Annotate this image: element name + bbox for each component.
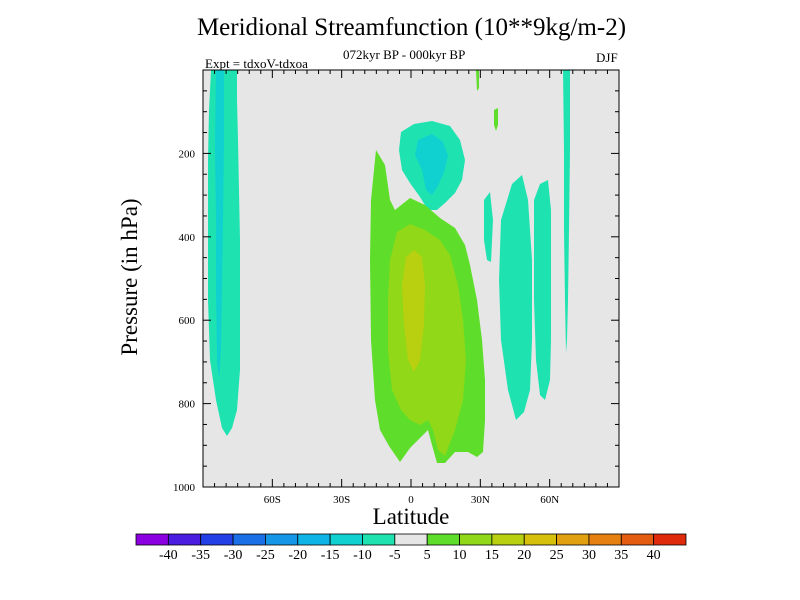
y-axis-title: Pressure (in hPa) <box>117 198 142 355</box>
colorbar-swatch <box>167 533 202 546</box>
colorbar-swatch <box>265 533 299 546</box>
y-tick-label: 400 <box>179 232 196 244</box>
colorbar-labels: -40 -35 -30 -25 -20 -15 -10 -5 5 10 15 20 25 30 35 40 <box>159 548 661 563</box>
colorbar-level-label: -25 <box>256 548 275 563</box>
colorbar <box>135 533 687 546</box>
x-tick-label: 30S <box>333 494 350 506</box>
colorbar-level-label: 35 <box>614 548 628 563</box>
y-tick-label: 800 <box>179 399 196 411</box>
colorbar-swatch <box>329 533 363 546</box>
colorbar-swatch <box>135 533 169 546</box>
colorbar-swatch <box>556 533 590 546</box>
colorbar-swatch <box>620 533 655 546</box>
small-positive-patch-1 <box>476 70 479 91</box>
colorbar-swatch <box>523 533 557 546</box>
y-major-ticks: 200 400 600 800 1000 <box>173 148 619 494</box>
season-label: DJF <box>596 50 618 65</box>
small-positive-patch-2 <box>494 108 498 131</box>
colorbar-swatch <box>297 533 331 546</box>
colorbar-level-label: 30 <box>582 548 596 563</box>
colorbar-level-label: 15 <box>485 548 499 563</box>
colorbar-swatch <box>394 533 428 546</box>
colorbar-level-label: -15 <box>321 548 340 563</box>
colorbar-level-label: -5 <box>389 548 401 563</box>
colorbar-level-label: 20 <box>517 548 531 563</box>
y-tick-label: 1000 <box>173 482 196 494</box>
x-major-ticks: 60S 30S 0 30N 60N <box>264 70 559 506</box>
small-negative-patch <box>484 192 493 262</box>
colorbar-level-label: -30 <box>224 548 243 563</box>
colorbar-swatch <box>232 533 266 546</box>
tropical-positive-core-region <box>402 250 425 372</box>
x-tick-label: 0 <box>408 494 414 506</box>
colorbar-level-label: -35 <box>191 548 210 563</box>
y-minor-ticks <box>203 90 619 467</box>
nh-polar-negative-strip-region <box>563 70 570 353</box>
colorbar-swatch <box>653 533 687 546</box>
colorbar-level-label: 40 <box>647 548 661 563</box>
x-tick-label: 60S <box>264 494 281 506</box>
colorbar-swatch <box>459 533 493 546</box>
x-tick-label: 60N <box>540 494 559 506</box>
colorbar-swatch <box>588 533 622 546</box>
nh-midlat-negative-region <box>499 175 532 420</box>
y-tick-label: 200 <box>179 148 196 160</box>
chart-subtitle: 072kyr BP - 000kyr BP <box>343 47 466 62</box>
x-axis-title: Latitude <box>373 504 450 529</box>
chart-title: Meridional Streamfunction (10**9kg/m-2) <box>196 14 627 41</box>
sh-inner-band-region <box>215 70 224 380</box>
x-tick-label: 30N <box>471 494 490 506</box>
colorbar-level-label: -10 <box>353 548 372 563</box>
colorbar-swatch <box>200 533 234 546</box>
upper-tropical-negative-core-region <box>415 134 448 195</box>
experiment-label: Expt = tdxoV-tdxoa <box>205 56 308 71</box>
colorbar-swatch <box>491 533 525 546</box>
colorbar-level-label: 25 <box>550 548 564 563</box>
x-minor-ticks <box>214 70 608 487</box>
contour-fills <box>208 70 570 463</box>
nh-subpolar-negative-region <box>534 180 551 400</box>
colorbar-swatch <box>362 533 396 546</box>
colorbar-swatch <box>426 533 460 546</box>
colorbar-level-label: -20 <box>288 548 307 563</box>
y-tick-label: 600 <box>179 315 196 327</box>
colorbar-level-label: -40 <box>159 548 178 563</box>
colorbar-level-label: 10 <box>453 548 467 563</box>
colorbar-level-label: 5 <box>424 548 431 563</box>
